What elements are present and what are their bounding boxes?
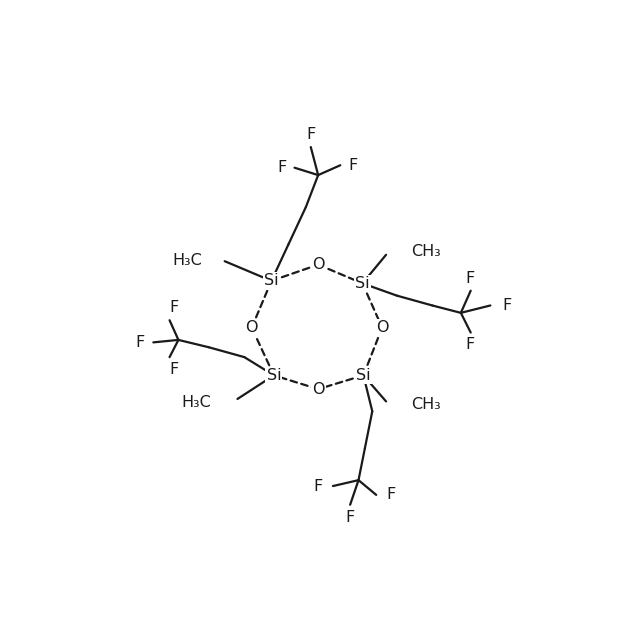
Text: Si: Si [356,368,371,383]
Text: F: F [306,127,316,142]
Text: F: F [278,160,287,175]
Text: O: O [376,320,388,335]
Text: F: F [135,335,144,350]
Text: F: F [466,337,475,352]
Text: F: F [466,271,475,286]
Text: F: F [387,488,396,502]
Text: F: F [170,300,179,316]
Text: F: F [348,158,357,173]
Text: F: F [346,509,355,525]
Text: F: F [314,479,323,493]
Text: Si: Si [264,273,279,288]
Text: Si: Si [355,276,370,291]
Text: O: O [312,257,324,272]
Text: F: F [502,298,512,313]
Text: H₃C: H₃C [181,396,211,410]
Text: F: F [170,362,179,377]
Text: O: O [312,381,324,397]
Text: CH₃: CH₃ [411,397,440,412]
Text: O: O [246,320,258,335]
Text: H₃C: H₃C [173,252,202,268]
Text: Si: Si [267,368,281,383]
Text: CH₃: CH₃ [411,244,440,259]
